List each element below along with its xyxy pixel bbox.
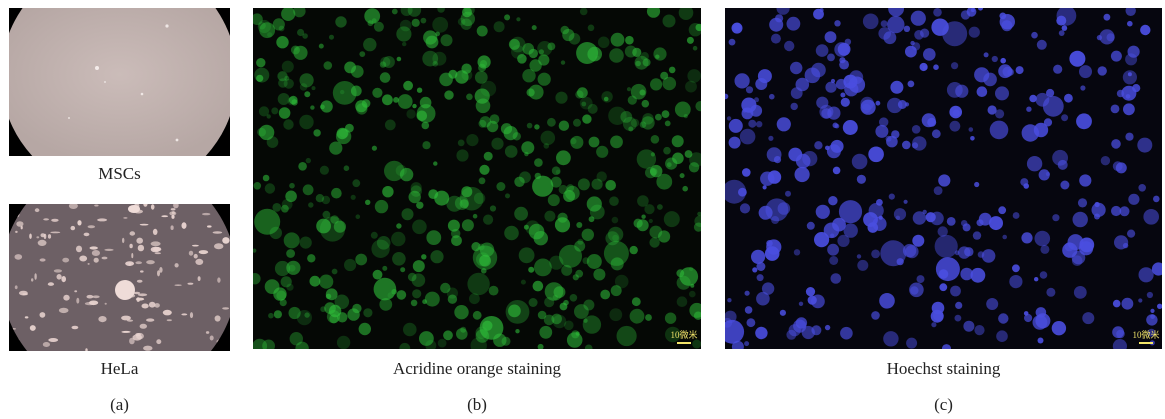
scale-bar-label-c: 10微米 [1132,329,1159,340]
hela-caption: HeLa [100,359,139,378]
msc-caption: MSCs [98,164,141,183]
hoechst-micrograph: 10微米 [725,8,1162,349]
panel-a-label: (a) [110,395,129,414]
panel-b-label: (b) [467,395,487,414]
acridine-orange-micrograph: 10微米 [253,8,701,349]
hoechst-caption: Hoechst staining [886,359,1001,378]
scale-bar-label-b: 10微米 [670,329,697,340]
msc-micrograph [9,8,230,156]
acridine-caption: Acridine orange staining [392,359,562,378]
hela-micrograph [9,204,230,351]
panel-c-label: (c) [934,395,953,414]
